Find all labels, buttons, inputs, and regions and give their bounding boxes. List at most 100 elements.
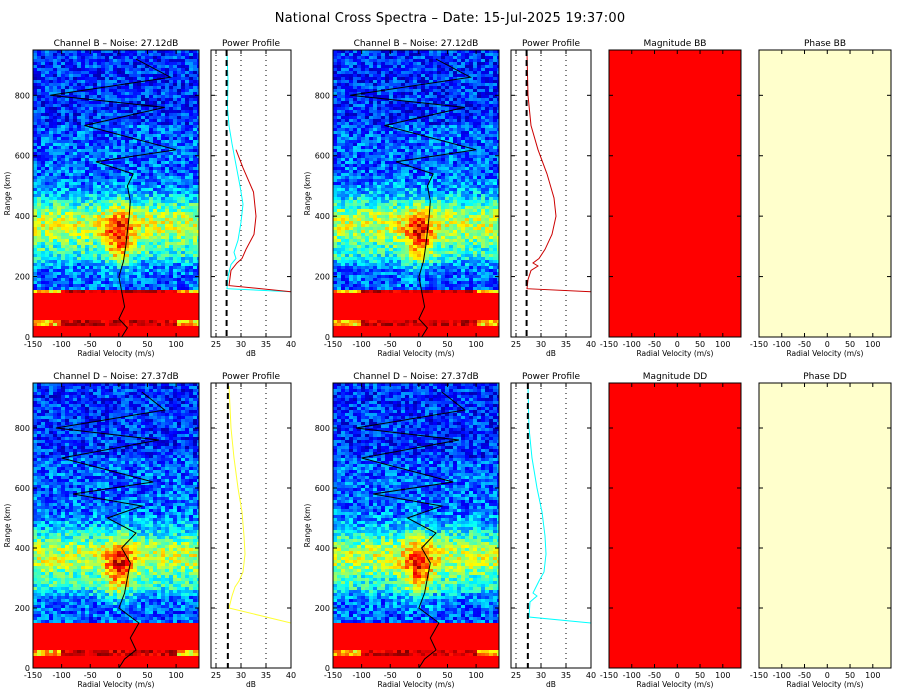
- spectrum-cell: [177, 221, 182, 225]
- spectrum-cell: [81, 251, 86, 255]
- spectrum-cell: [141, 161, 146, 165]
- spectrum-cell: [121, 71, 126, 75]
- spectrum-cell: [345, 56, 350, 60]
- spectrum-cell: [89, 71, 94, 75]
- spectrum-cell: [57, 158, 62, 162]
- spectrum-cell: [169, 242, 174, 246]
- spectrum-cell: [177, 242, 182, 246]
- spectrum-cell: [177, 53, 182, 57]
- spectrum-cell: [105, 266, 110, 270]
- spectrum-cell: [129, 269, 134, 273]
- spectrum-cell: [453, 101, 458, 105]
- spectrum-cell: [157, 89, 162, 93]
- spectrum-cell: [197, 254, 200, 258]
- spectrum-cell: [173, 110, 178, 114]
- spectrum-cell: [141, 122, 146, 126]
- spectrum-cell: [173, 179, 178, 183]
- spectrum-cell: [49, 152, 54, 156]
- spectrum-cell: [149, 311, 154, 315]
- spectrum-cell: [53, 149, 58, 153]
- spectrum-cell: [125, 74, 130, 78]
- spectrum-cell: [125, 188, 130, 192]
- spectrum-cell: [117, 260, 122, 264]
- spectrum-cell: [401, 80, 406, 84]
- spectrum-cell: [445, 62, 450, 66]
- spectrum-cell: [181, 50, 186, 54]
- spectrum-cell: [481, 110, 486, 114]
- spectrum-cell: [385, 110, 390, 114]
- spectrum-cell: [33, 218, 38, 222]
- spectrum-cell: [369, 77, 374, 81]
- spectrum-cell: [69, 224, 74, 228]
- spectrum-cell: [61, 122, 66, 126]
- spectrum-cell: [137, 227, 142, 231]
- spectrum-cell: [153, 326, 158, 330]
- spectrum-cell: [93, 107, 98, 111]
- spectrum-cell: [105, 197, 110, 201]
- spectrum-cell: [137, 170, 142, 174]
- spectrum-cell: [125, 158, 130, 162]
- spectrum-cell: [65, 311, 70, 315]
- spectrum-cell: [345, 104, 350, 108]
- spectrum-cell: [165, 185, 170, 189]
- spectrum-cell: [173, 323, 178, 327]
- spectrum-cell: [157, 119, 162, 123]
- spectrum-cell: [349, 95, 354, 99]
- spectrum-cell: [121, 89, 126, 93]
- spectrum-cell: [197, 173, 200, 177]
- spectrum-cell: [49, 128, 54, 132]
- spectrum-cell: [37, 200, 42, 204]
- spectrum-cell: [185, 317, 190, 321]
- spectrum-cell: [65, 56, 70, 60]
- spectrum-cell: [189, 80, 194, 84]
- spectrum-cell: [41, 230, 46, 234]
- spectrum-cell: [197, 53, 200, 57]
- spectrum-cell: [45, 206, 50, 210]
- spectrum-cell: [165, 299, 170, 303]
- spectrum-cell: [49, 332, 54, 336]
- spectrum-cell: [85, 293, 90, 297]
- spectrum-cell: [197, 62, 200, 66]
- spectrum-cell: [45, 251, 50, 255]
- spectrum-cell: [481, 80, 486, 84]
- spectrum-cell: [41, 53, 46, 57]
- spectrum-cell: [177, 233, 182, 237]
- spectrum-cell: [161, 53, 166, 57]
- spectrum-cell: [101, 197, 106, 201]
- spectrum-cell: [377, 62, 382, 66]
- spectrum-cell: [413, 77, 418, 81]
- spectrum-cell: [109, 128, 114, 132]
- spectrum-cell: [37, 107, 42, 111]
- spectrum-cell: [413, 107, 418, 111]
- spectrum-cell: [45, 275, 50, 279]
- spectrum-cell: [41, 101, 46, 105]
- spectrum-cell: [97, 188, 102, 192]
- spectrum-cell: [37, 296, 42, 300]
- spectrum-cell: [349, 110, 354, 114]
- spectrum-cell: [89, 104, 94, 108]
- spectrum-cell: [37, 74, 42, 78]
- spectrum-cell: [49, 71, 54, 75]
- spectrum-cell: [129, 131, 134, 135]
- spectrum-cell: [41, 290, 46, 294]
- spectrum-cell: [365, 83, 370, 87]
- spectrum-cell: [193, 128, 198, 132]
- spectrum-cell: [429, 80, 434, 84]
- spectrum-cell: [57, 134, 62, 138]
- spectrum-cell: [61, 284, 66, 288]
- spectrum-cell: [197, 143, 200, 147]
- spectrum-cell: [165, 197, 170, 201]
- spectrum-cell: [373, 50, 378, 54]
- spectrum-cell: [413, 89, 418, 93]
- spectrum-cell: [197, 245, 200, 249]
- spectrum-cell: [97, 245, 102, 249]
- spectrum-cell: [153, 110, 158, 114]
- spectrum-cell: [189, 296, 194, 300]
- spectrum-cell: [45, 65, 50, 69]
- spectrum-cell: [77, 248, 82, 252]
- spectrum-cell: [61, 266, 66, 270]
- spectrum-cell: [45, 308, 50, 312]
- spectrum-cell: [185, 242, 190, 246]
- spectrum-cell: [69, 215, 74, 219]
- spectrum-cell: [157, 101, 162, 105]
